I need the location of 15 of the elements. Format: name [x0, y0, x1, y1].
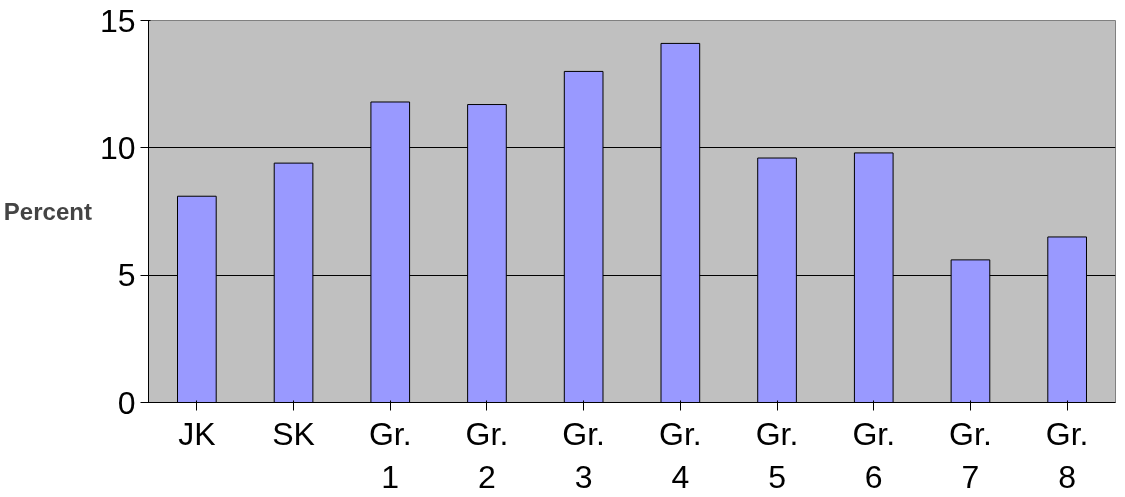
y-tick-label: 10 [99, 129, 136, 166]
x-tick-label: Gr. 3 [562, 415, 605, 495]
x-tick-label: SK [272, 415, 315, 452]
y-axis-title: Percent [3, 198, 92, 225]
x-tick-label: Gr. 5 [755, 415, 799, 495]
y-tick-label: 0 [117, 384, 136, 421]
x-tick-label: Gr. 4 [659, 415, 702, 495]
x-tick-label: Gr. 1 [368, 415, 412, 495]
x-tick-label: Gr. 6 [852, 415, 896, 495]
x-tick-label: JK [178, 415, 216, 452]
x-tick-label: Gr. 2 [465, 415, 509, 495]
y-tick-label: 5 [117, 257, 136, 294]
y-tick-label: 15 [99, 2, 136, 39]
x-tick-label: Gr. 8 [1045, 415, 1089, 495]
x-tick-label: Gr. 7 [949, 415, 992, 495]
